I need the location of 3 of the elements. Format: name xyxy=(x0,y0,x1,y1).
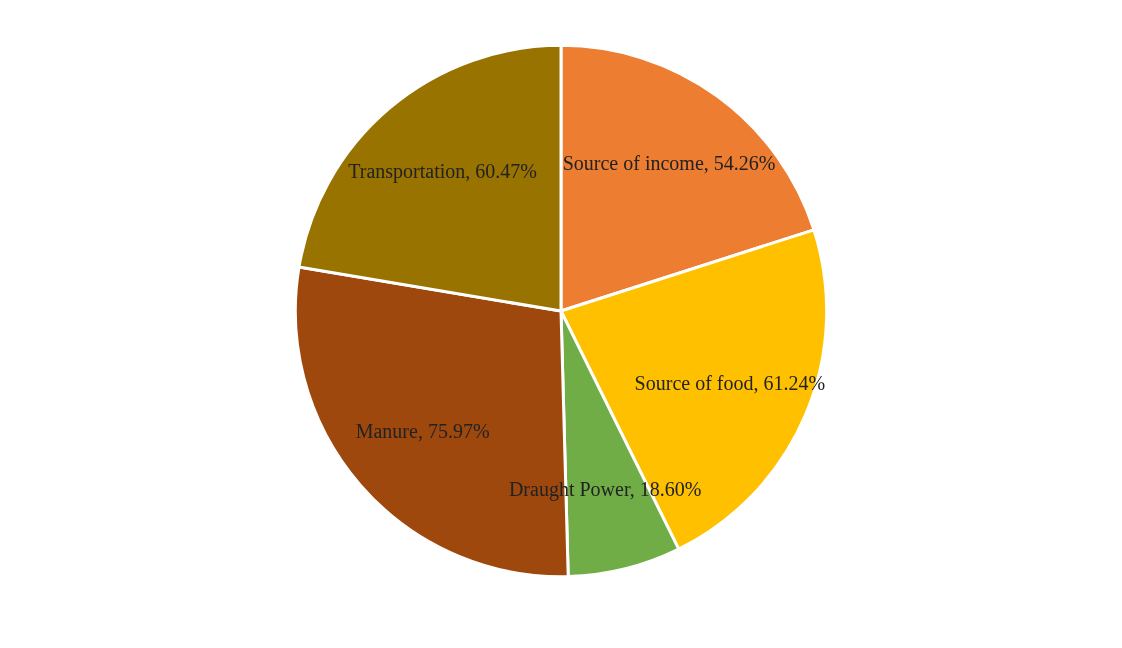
slice-label: Source of income, 54.26% xyxy=(562,151,776,174)
slice-label: Transportation, 60.47% xyxy=(348,160,537,184)
slice-label: Manure, 75.97% xyxy=(355,420,490,443)
